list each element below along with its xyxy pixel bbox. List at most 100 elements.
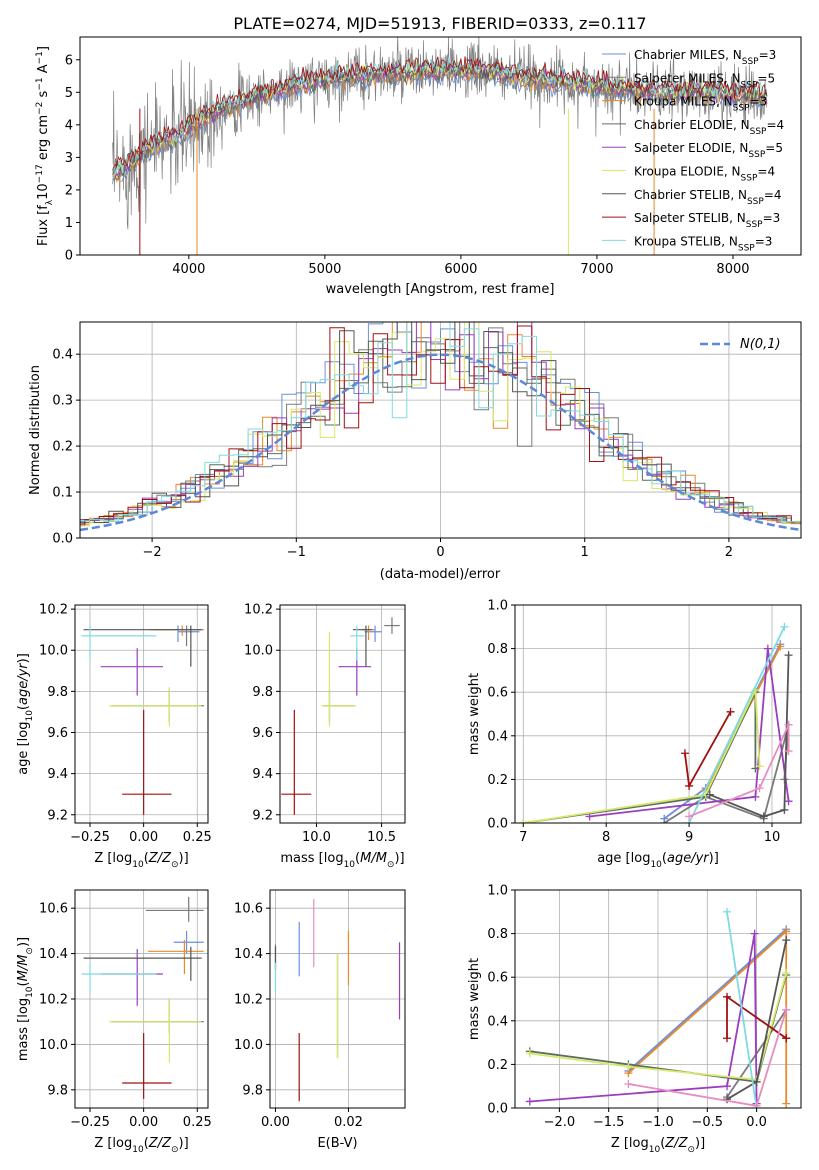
y-tick-label: 10.0 <box>39 644 68 659</box>
plot-area <box>525 907 791 1108</box>
x-axis-label-part: M/M <box>360 851 387 866</box>
x-axis-label-part: (data-model)/error <box>380 567 501 582</box>
y-tick-label: 10.2 <box>39 603 68 618</box>
x-axis-label-part: )] <box>394 851 404 866</box>
y-axis-label-part: −1 <box>35 51 45 64</box>
legend-label-part: SSP <box>741 174 758 184</box>
y-tick-label: 10.0 <box>234 1038 263 1053</box>
y-axis-label: mass weight <box>467 958 482 1040</box>
y-tick-label: 0 <box>65 249 73 264</box>
y-tick-label: 0.6 <box>487 686 508 701</box>
legend-label: Kroupa MILES, NSSP=3 <box>634 95 767 114</box>
y-axis-label-part: ( <box>16 705 31 710</box>
weight-marker <box>723 992 732 1001</box>
y-tick-label: 9.8 <box>242 1083 263 1098</box>
mass-vs-extinction-panel: 0.00 0.02 9.8 10.0 10.2 10.4 10.6 E(B-V) <box>234 889 406 1151</box>
x-tick-label: 0.00 <box>129 830 158 845</box>
x-axis-label: Z [log10(Z/Z⊙)] <box>94 851 188 870</box>
x-axis-label-part: ( <box>144 1136 149 1151</box>
plot-area <box>281 617 400 815</box>
y-tick-label: 9.8 <box>252 685 273 700</box>
weight-marker <box>624 1062 633 1071</box>
x-axis-label: wavelength [Angstrom, rest frame] <box>326 282 555 297</box>
y-tick-label: 10.6 <box>39 902 68 917</box>
x-tick-label: −0.25 <box>70 1115 110 1130</box>
age-vs-metallicity-panel: −0.25 0.00 0.259.29.49.69.810.010.2Z [log1… <box>16 603 212 870</box>
weight-series-line <box>529 933 758 1104</box>
weight-series-line <box>709 655 790 818</box>
legend-label-part: SSP <box>746 220 763 230</box>
y-axis-label: mass weight <box>467 673 482 755</box>
axes-frame <box>74 604 209 824</box>
legend-label: N(0,1) <box>740 337 781 352</box>
plot-area <box>81 625 204 815</box>
y-axis-label-part: ] <box>36 46 51 51</box>
x-axis-label-part: ( <box>662 851 667 866</box>
x-axis-label-part: Z/Z <box>148 851 172 866</box>
y-tick-label: 0.0 <box>487 817 508 832</box>
legend-label: Salpeter ELODIE, NSSP=5 <box>634 141 783 160</box>
weight-series-line <box>688 724 790 818</box>
weight-marker <box>782 1099 791 1108</box>
y-axis-label-part: mass [log <box>16 998 31 1061</box>
weight-marker <box>685 781 694 790</box>
legend-label-part: SSP <box>747 197 764 207</box>
y-axis-label-part: Normed distribution <box>28 365 43 495</box>
weight-marker <box>780 622 789 631</box>
y-axis-label-part: −2 <box>35 102 45 115</box>
y-axis-label: mass [log10(M/M⊙)] <box>16 937 35 1061</box>
x-tick-label: 8000 <box>716 262 749 277</box>
y-tick-label: 10.2 <box>39 993 68 1008</box>
x-tick-label: −0.25 <box>70 830 110 845</box>
weight-vs-metallicity-panel: −2.0 −1.5 −1.0 −0.5 0.0 0.0 0.2 0.4 0.6 0.8 1.0 Z [… <box>467 884 802 1155</box>
x-tick-label: 10.0 <box>302 830 331 845</box>
y-tick-label: 4 <box>65 118 73 133</box>
legend-label-part: =4 <box>764 188 782 202</box>
legend-label-part: Chabrier MILES, N <box>634 48 742 62</box>
y-tick-label: 0.8 <box>487 927 508 942</box>
y-axis-label-part: age [log <box>16 722 31 775</box>
x-tick-label: 10.5 <box>367 830 396 845</box>
x-axis-label-part: Z [log <box>94 1136 132 1151</box>
weight-series-line <box>589 648 790 818</box>
y-tick-label: 10.4 <box>234 947 263 962</box>
y-axis-label-part: Flux [f <box>36 205 51 246</box>
x-tick-label: 0.00 <box>261 1115 290 1130</box>
y-tick-label: 9.2 <box>47 808 68 823</box>
x-axis-label: age [log10(age/yr)] <box>597 851 719 870</box>
x-tick-label: −1.0 <box>642 1115 674 1130</box>
x-axis-label-part: age [log <box>597 851 650 866</box>
x-axis-label-part: ( <box>355 851 360 866</box>
y-axis-label-part: M/M <box>16 955 31 982</box>
x-axis-label-part: ⊙ <box>171 860 179 870</box>
y-tick-label: 10.0 <box>39 1038 68 1053</box>
legend-label-part: =5 <box>765 141 783 155</box>
y-axis-label-part: ( <box>16 981 31 986</box>
weight-marker <box>726 707 735 716</box>
legend-label-part: Kroupa ELODIE, N <box>634 165 741 179</box>
x-axis-label: Z [log10(Z/Z⊙)] <box>94 1136 188 1155</box>
weight-marker <box>723 1095 732 1104</box>
weight-marker <box>782 936 791 945</box>
weight-marker <box>784 747 793 756</box>
y-axis-label-part: age/yr <box>16 662 31 705</box>
y-tick-label: 3 <box>65 151 73 166</box>
x-tick-label: 6000 <box>444 262 477 277</box>
y-tick-label: 9.2 <box>252 808 273 823</box>
weight-marker <box>763 644 772 653</box>
y-axis-label: Normed distribution <box>28 365 43 495</box>
y-tick-label: 0.2 <box>52 440 73 455</box>
weight-marker <box>723 907 732 916</box>
weight-marker <box>782 927 791 936</box>
y-tick-label: 1.0 <box>487 599 508 614</box>
x-axis-label-part: wavelength [Angstrom, rest frame] <box>326 282 555 297</box>
residual-histogram <box>80 322 801 523</box>
x-axis-label-part: ( <box>144 851 149 866</box>
weight-series-line <box>663 724 790 823</box>
x-tick-label: 5000 <box>308 262 341 277</box>
y-tick-label: 10.2 <box>234 993 263 1008</box>
x-tick-label: 7000 <box>580 262 613 277</box>
axes-frame <box>279 604 406 824</box>
x-axis-label-part: Z [log <box>611 1136 649 1151</box>
y-tick-label: 0.4 <box>487 729 508 744</box>
